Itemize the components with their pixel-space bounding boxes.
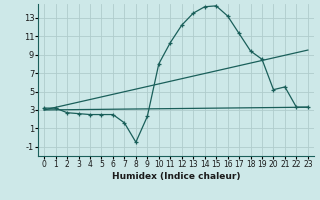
X-axis label: Humidex (Indice chaleur): Humidex (Indice chaleur) [112,172,240,181]
